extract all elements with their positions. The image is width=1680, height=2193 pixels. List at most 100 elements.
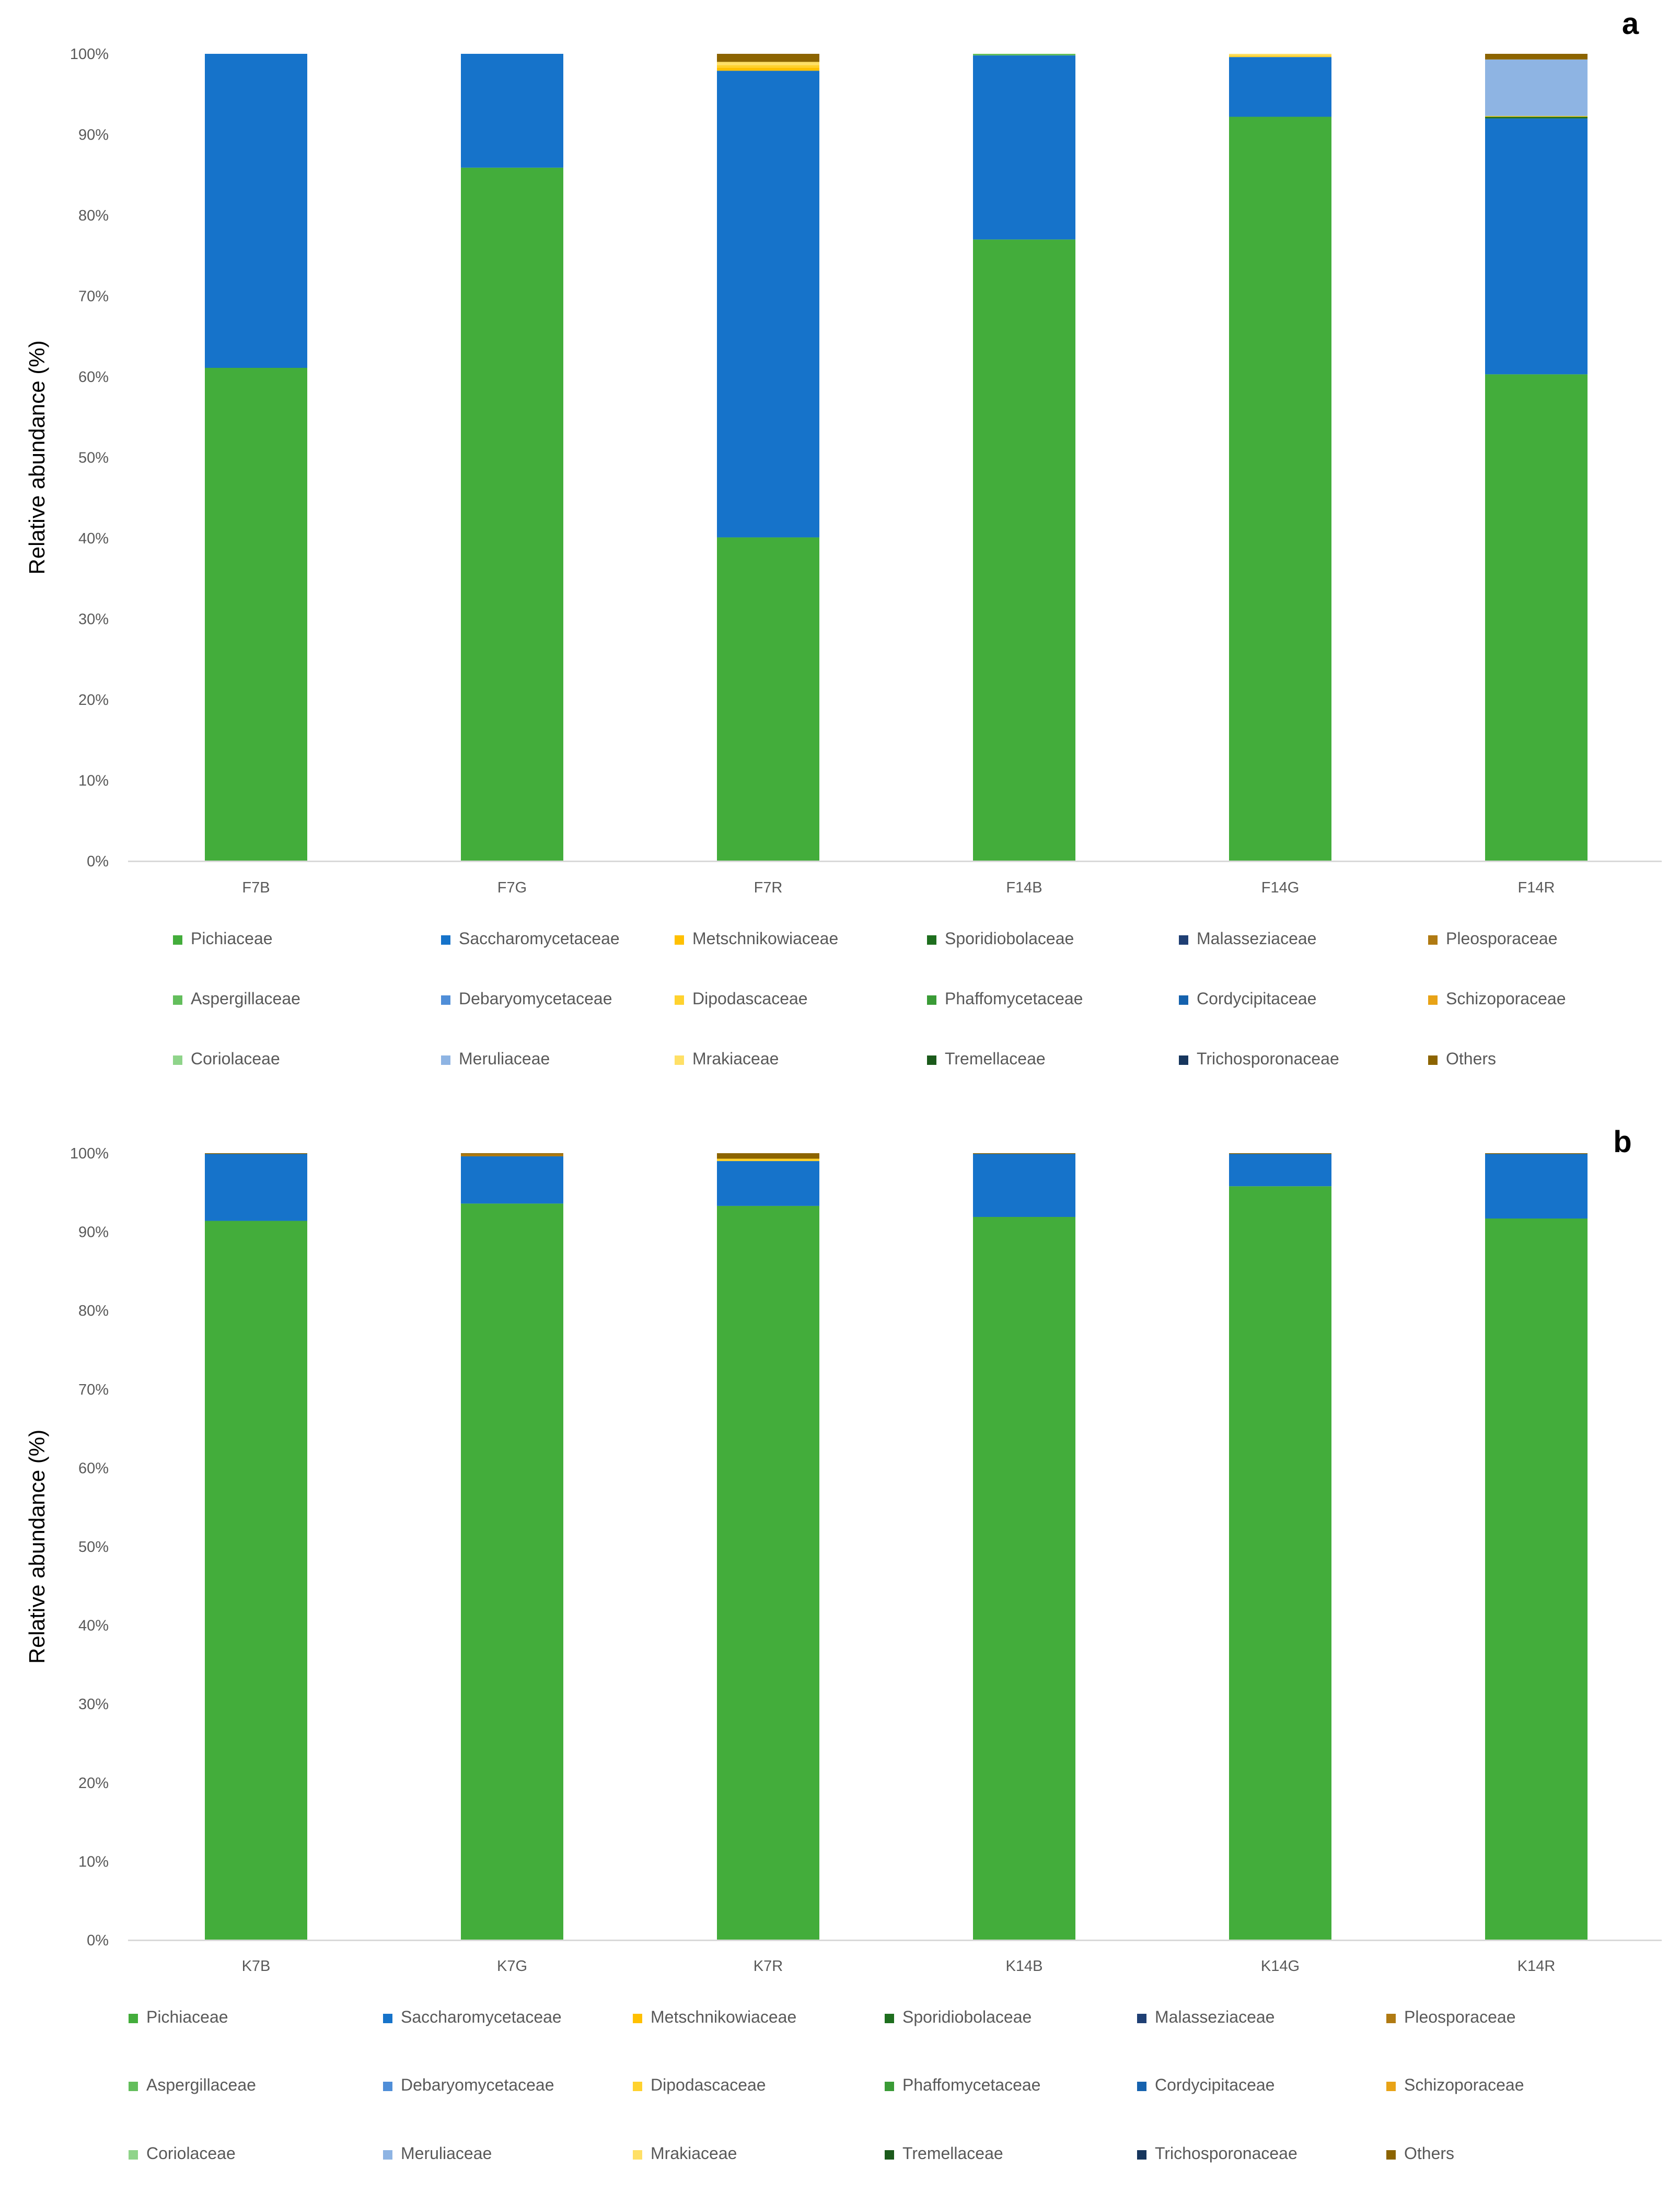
bar-segment-K14G-others xyxy=(1229,1153,1331,1154)
legend-item-saccharomycetaceae: Saccharomycetaceae xyxy=(383,2008,562,2026)
bar-segment-K7B-pichiaceae xyxy=(205,1221,307,1940)
legend-item-schizoporaceae: Schizoporaceae xyxy=(1386,2075,1524,2094)
chart-panel-a: 0% 10% 20% 30% 40% 50% 60% 70% 80% 90% 100% Relativ… xyxy=(25,7,1662,1068)
y-tick-label: 50% xyxy=(78,1539,109,1556)
legend-swatch xyxy=(1386,2082,1396,2091)
bar-segment-K7G-pichiaceae xyxy=(461,1203,563,1940)
legend-swatch xyxy=(441,935,450,945)
legend-label: Meruliaceae xyxy=(459,1049,550,1068)
bar-segment-F14B-aspergillaceae xyxy=(973,54,1075,56)
legend-item-metschnikowiaceae: Metschnikowiaceae xyxy=(675,929,838,948)
legend-swatch xyxy=(675,995,684,1005)
bar-segment-K14G-pichiaceae xyxy=(1229,1186,1331,1940)
bar-F14G xyxy=(1229,54,1331,861)
legend-swatch xyxy=(633,2014,642,2023)
legend-label: Phaffomycetaceae xyxy=(902,2075,1040,2094)
legend-swatch xyxy=(927,1055,936,1065)
legend-swatch xyxy=(1428,1055,1438,1065)
legend-item-coriolaceae: Coriolaceae xyxy=(173,1049,280,1068)
legend-label: Mrakiaceae xyxy=(651,2144,737,2163)
legend-label: Pichiaceae xyxy=(146,2008,228,2026)
legend-label: Aspergillaceae xyxy=(146,2075,256,2094)
y-tick-label: 60% xyxy=(78,369,109,386)
legend-label: Tremellaceae xyxy=(902,2144,1003,2163)
legend-swatch xyxy=(1179,995,1188,1005)
legend-item-phaffomycetaceae: Phaffomycetaceae xyxy=(927,989,1083,1008)
bar-segment-F7B-pichiaceae xyxy=(205,368,307,861)
x-tick-label: K7G xyxy=(497,1958,527,1975)
bar-K7G xyxy=(461,1153,563,1940)
legend-item-tremellaceae: Tremellaceae xyxy=(885,2144,1003,2163)
legend-label: Schizoporaceae xyxy=(1404,2075,1524,2094)
panel-label: a xyxy=(1622,7,1639,41)
legend-swatch xyxy=(1386,2014,1396,2023)
bar-segment-K14B-pichiaceae xyxy=(973,1216,1075,1940)
y-tick-label: 0% xyxy=(87,853,109,870)
bar-segment-F7R-pichiaceae xyxy=(717,537,819,861)
bar-segment-K14R-pichiaceae xyxy=(1485,1218,1588,1940)
legend-item-saccharomycetaceae: Saccharomycetaceae xyxy=(441,929,620,948)
bar-K14B xyxy=(973,1153,1075,1940)
legend-item-pichiaceae: Pichiaceae xyxy=(129,2008,228,2026)
bar-segment-F7G-saccharomycetaceae xyxy=(461,54,563,168)
legend-item-aspergillaceae: Aspergillaceae xyxy=(173,989,300,1008)
legend-label: Debaryomycetaceae xyxy=(401,2075,554,2094)
legend-item-meruliaceae: Meruliaceae xyxy=(383,2144,492,2163)
legend-item-tremellaceae: Tremellaceae xyxy=(927,1049,1046,1068)
legend-label: Cordycipitaceae xyxy=(1155,2075,1275,2094)
y-tick-label: 30% xyxy=(78,611,109,628)
legend-swatch xyxy=(129,2150,138,2160)
legend-item-aspergillaceae: Aspergillaceae xyxy=(129,2075,256,2094)
y-tick-label: 80% xyxy=(78,207,109,224)
legend-swatch xyxy=(1428,935,1438,945)
legend-label: Pleosporaceae xyxy=(1404,2008,1515,2026)
legend-item-pichiaceae: Pichiaceae xyxy=(173,929,273,948)
legend-label: Sporidiobolaceae xyxy=(945,929,1074,948)
legend-swatch xyxy=(1137,2150,1146,2160)
legend-label: Sporidiobolaceae xyxy=(902,2008,1032,2026)
legend-swatch xyxy=(675,935,684,945)
legend-item-others: Others xyxy=(1386,2144,1454,2163)
legend-swatch xyxy=(1137,2014,1146,2023)
y-tick-label: 100% xyxy=(70,46,109,63)
y-tick-label: 40% xyxy=(78,1618,109,1634)
legend-swatch xyxy=(885,2014,894,2023)
legend-swatch xyxy=(1179,1055,1188,1065)
bar-segment-K7R-others xyxy=(717,1153,819,1159)
bar-segment-K7G-pleosporaceae xyxy=(461,1154,563,1157)
legend-label: Malasseziaceae xyxy=(1197,929,1316,948)
legend-swatch xyxy=(383,2150,392,2160)
legend-swatch xyxy=(885,2082,894,2091)
bar-segment-F14R-pichiaceae xyxy=(1485,374,1588,861)
y-tick-label: 90% xyxy=(78,1224,109,1241)
legend-item-mrakiaceae: Mrakiaceae xyxy=(675,1049,779,1068)
legend-label: Trichosporonaceae xyxy=(1197,1049,1339,1068)
legend-item-others: Others xyxy=(1428,1049,1496,1068)
chart-panel-b: 0% 10% 20% 30% 40% 50% 60% 70% 80% 90% 100% Relativ… xyxy=(25,1125,1662,2163)
bar-segment-F14R-saccharomycetaceae xyxy=(1485,118,1588,375)
bar-K14R xyxy=(1485,1153,1588,1940)
y-tick-label: 90% xyxy=(78,127,109,144)
legend-label: Phaffomycetaceae xyxy=(945,989,1083,1008)
bar-K7R xyxy=(717,1153,819,1940)
y-axis-title: Relative abundance (%) xyxy=(25,1430,49,1664)
legend-item-malasseziaceae: Malasseziaceae xyxy=(1137,2008,1275,2026)
bar-segment-F14R-others xyxy=(1485,54,1588,60)
legend-item-trichosporonaceae: Trichosporonaceae xyxy=(1137,2144,1297,2163)
legend-item-meruliaceae: Meruliaceae xyxy=(441,1049,550,1068)
legend-swatch xyxy=(927,995,936,1005)
legend-item-sporidiobolaceae: Sporidiobolaceae xyxy=(885,2008,1032,2026)
panel-label: b xyxy=(1613,1125,1631,1159)
x-tick-label: F7G xyxy=(497,879,527,896)
legend-label: Metschnikowiaceae xyxy=(651,2008,796,2026)
bar-segment-F14G-pichiaceae xyxy=(1229,117,1331,861)
bar-segment-F7R-metschnikowiaceae xyxy=(717,67,819,71)
y-tick-label: 50% xyxy=(78,450,109,467)
bar-segment-F14R-dipodascaceae xyxy=(1485,115,1588,117)
legend-item-debaryomycetaceae: Debaryomycetaceae xyxy=(441,989,612,1008)
y-tick-label: 60% xyxy=(78,1460,109,1477)
legend-swatch xyxy=(173,995,182,1005)
bar-K7B xyxy=(205,1153,307,1940)
legend-swatch xyxy=(927,935,936,945)
bar-segment-K7G-others xyxy=(461,1153,563,1154)
